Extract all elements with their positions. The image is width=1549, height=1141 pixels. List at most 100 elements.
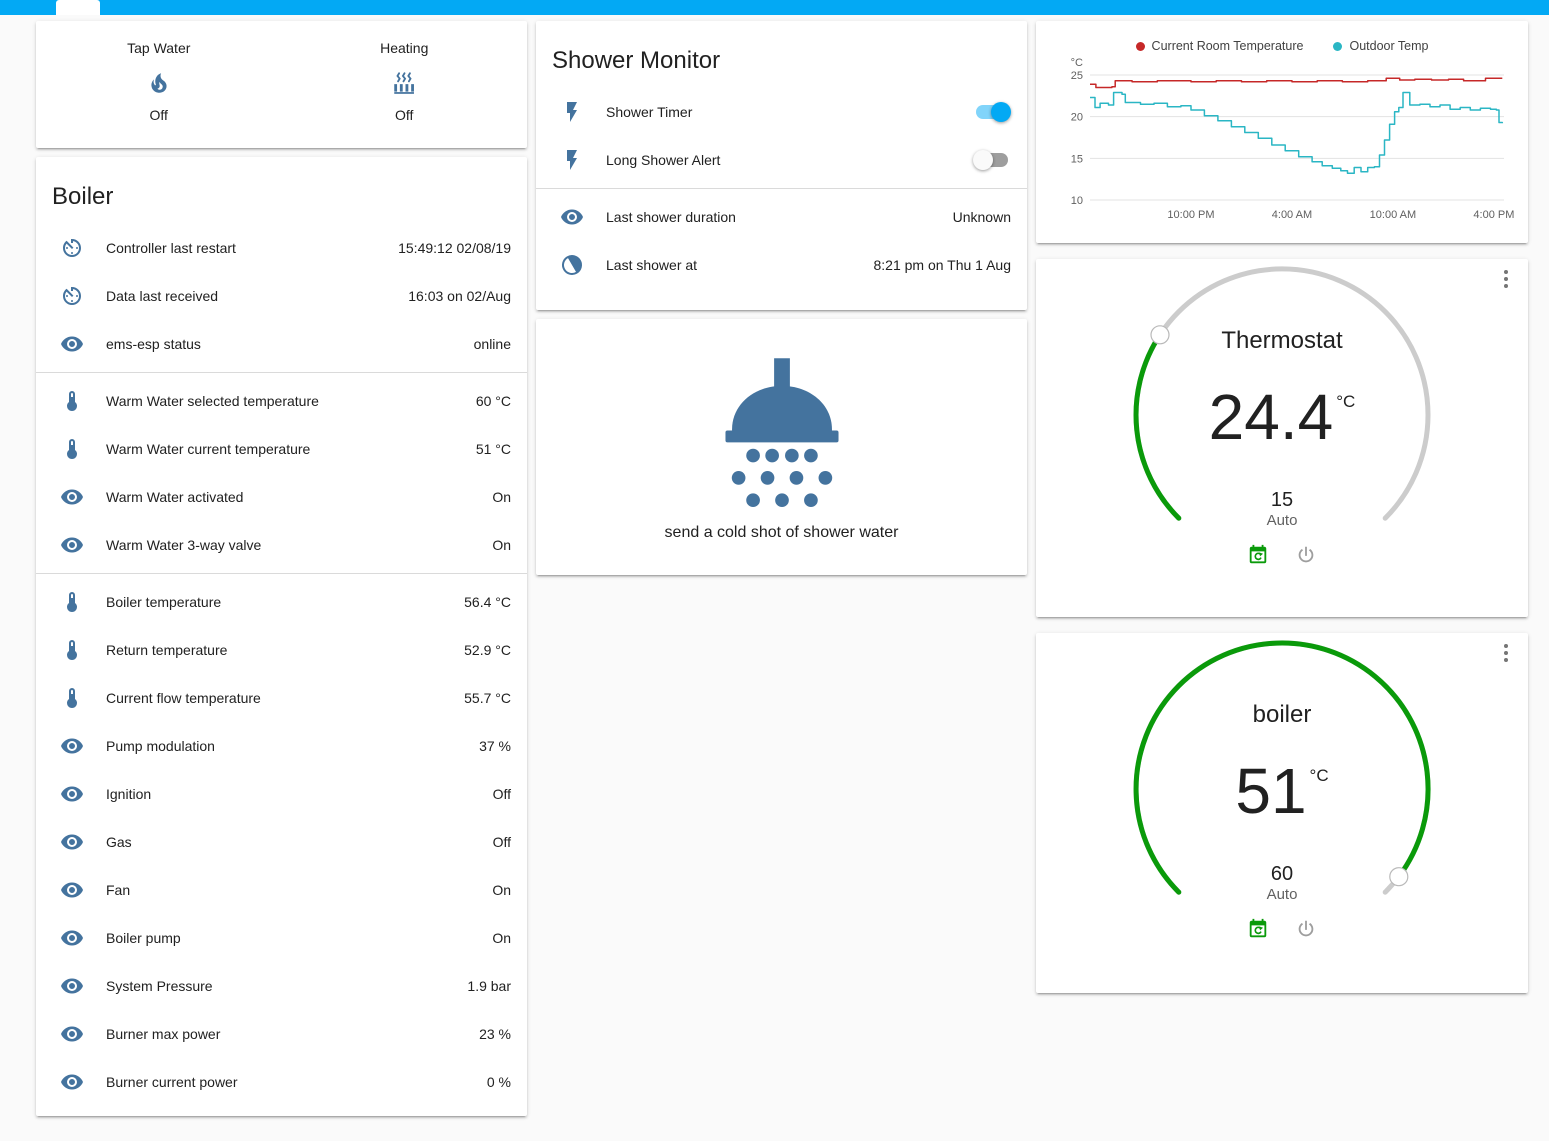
legend-label: Outdoor Temp xyxy=(1349,39,1429,53)
left-column: Tap Water Off Heating Off Boiler Control… xyxy=(36,21,527,1125)
entity-value: 0 % xyxy=(486,1074,511,1090)
entity-row-gas[interactable]: Gas Off xyxy=(36,818,527,866)
entity-row-burner-max-power[interactable]: Burner max power 23 % xyxy=(36,1010,527,1058)
legend-item-outdoor: Outdoor Temp xyxy=(1333,39,1428,53)
entity-row-last-shower-at[interactable]: Last shower at 8:21 pm on Thu 1 Aug xyxy=(536,241,1027,289)
entity-name: Shower Timer xyxy=(606,104,693,120)
shower-timer-toggle[interactable] xyxy=(973,102,1011,122)
power-icon[interactable] xyxy=(1295,544,1317,566)
power-icon[interactable] xyxy=(1295,918,1317,940)
entity-name: Data last received xyxy=(106,288,219,304)
glance-item-heating[interactable]: Heating Off xyxy=(282,39,528,148)
legend-label: Current Room Temperature xyxy=(1151,39,1304,53)
temperature-history-card: Current Room Temperature Outdoor Temp 10… xyxy=(1036,21,1528,243)
entity-value: 23 % xyxy=(479,1026,511,1042)
divider xyxy=(36,372,527,373)
card-menu-button[interactable] xyxy=(1494,267,1520,293)
long-shower-alert-toggle[interactable] xyxy=(973,150,1011,170)
entity-row-pump-modulation[interactable]: Pump modulation 37 % xyxy=(36,722,527,770)
entity-row-data-last-received[interactable]: Data last received 16:03 on 02/Aug xyxy=(36,272,527,320)
cold-shot-card[interactable]: send a cold shot of shower water xyxy=(536,319,1027,575)
dots-vertical-icon xyxy=(1494,641,1518,665)
boiler-dial[interactable] xyxy=(1126,633,1438,945)
entity-name: Warm Water current temperature xyxy=(106,441,311,457)
app-header xyxy=(0,0,1549,15)
header-tab[interactable] xyxy=(56,0,100,15)
entity-row-burner-current-power[interactable]: Burner current power 0 % xyxy=(36,1058,527,1106)
entity-row-ems-esp-status[interactable]: ems-esp status online xyxy=(36,320,527,368)
thermostat-dial[interactable] xyxy=(1126,259,1438,571)
toggle-row-long-shower-alert[interactable]: Long Shower Alert xyxy=(536,136,1027,184)
dots-vertical-icon xyxy=(1494,267,1518,291)
entity-name: Fan xyxy=(106,882,131,898)
thermostat-card: Thermostat 24.4 °C 15 Auto xyxy=(1036,259,1528,617)
entity-name: Ignition xyxy=(106,786,152,802)
entity-value: 52.9 °C xyxy=(464,642,511,658)
glance-item-tap-water[interactable]: Tap Water Off xyxy=(36,39,282,148)
svg-text:°C: °C xyxy=(1071,57,1083,69)
flash-icon xyxy=(560,148,584,172)
entity-row-ignition[interactable]: Ignition Off xyxy=(36,770,527,818)
eye-icon xyxy=(60,878,84,902)
card-title: Shower Monitor xyxy=(552,47,721,74)
entity-row-ww-activated[interactable]: Warm Water activated On xyxy=(36,473,527,521)
entity-name: Current flow temperature xyxy=(106,690,261,706)
entity-value: 51 °C xyxy=(475,441,511,457)
glance-label: Heating xyxy=(380,40,429,56)
calendar-sync-icon[interactable] xyxy=(1247,544,1269,566)
entity-row-boiler-pump[interactable]: Boiler pump On xyxy=(36,914,527,962)
entity-name: System Pressure xyxy=(106,978,213,994)
moon-icon xyxy=(560,253,584,277)
entity-row-ww-3way-valve[interactable]: Warm Water 3-way valve On xyxy=(36,521,527,569)
dial-handle[interactable] xyxy=(1389,867,1409,887)
cold-shot-caption: send a cold shot of shower water xyxy=(664,523,899,541)
glance-state: Off xyxy=(395,107,414,123)
entity-name: Burner max power xyxy=(106,1026,221,1042)
chart-legend: Current Room Temperature Outdoor Temp xyxy=(1052,39,1512,53)
legend-item-room: Current Room Temperature xyxy=(1135,39,1304,53)
boiler-dial-wrap: boiler 51 °C 60 Auto xyxy=(1126,633,1438,945)
entity-name: Last shower duration xyxy=(606,209,736,225)
entity-row-current-flow-temperature[interactable]: Current flow temperature 55.7 °C xyxy=(36,674,527,722)
entity-value: 37 % xyxy=(479,738,511,754)
entity-row-last-shower-duration[interactable]: Last shower duration Unknown xyxy=(536,193,1027,241)
eye-icon xyxy=(60,332,84,356)
eye-icon xyxy=(60,830,84,854)
svg-text:10:00 AM: 10:00 AM xyxy=(1370,209,1416,221)
calendar-sync-icon[interactable] xyxy=(1247,918,1269,940)
entity-value: Off xyxy=(492,834,511,850)
entity-value: 55.7 °C xyxy=(464,690,511,706)
toggle-row-shower-timer[interactable]: Shower Timer xyxy=(536,88,1027,136)
boiler-entities-card: Boiler Controller last restart 15:49:12 … xyxy=(36,157,527,1116)
svg-text:20: 20 xyxy=(1071,112,1083,124)
entity-row-ww-selected-temp[interactable]: Warm Water selected temperature 60 °C xyxy=(36,377,527,425)
entity-row-fan[interactable]: Fan On xyxy=(36,866,527,914)
entity-value: online xyxy=(473,336,511,352)
glance-card: Tap Water Off Heating Off xyxy=(36,21,527,148)
eye-icon xyxy=(60,485,84,509)
dial-buttons xyxy=(1247,918,1317,940)
entity-name: Return temperature xyxy=(106,642,228,658)
shower-head-icon xyxy=(703,353,861,516)
entity-row-boiler-temperature[interactable]: Boiler temperature 56.4 °C xyxy=(36,578,527,626)
entity-row-return-temperature[interactable]: Return temperature 52.9 °C xyxy=(36,626,527,674)
entity-row-ww-current-temp[interactable]: Warm Water current temperature 51 °C xyxy=(36,425,527,473)
entity-value: Unknown xyxy=(952,209,1011,225)
entity-row-controller-last-restart[interactable]: Controller last restart 15:49:12 02/08/1… xyxy=(36,224,527,272)
entity-name: Burner current power xyxy=(106,1074,238,1090)
boiler-dial-card: boiler 51 °C 60 Auto xyxy=(1036,633,1528,993)
shower-monitor-card: Shower Monitor Shower Timer Long Shower … xyxy=(536,21,1027,310)
entity-value: 15:49:12 02/08/19 xyxy=(398,240,511,256)
entity-value: 8:21 pm on Thu 1 Aug xyxy=(873,257,1011,273)
svg-text:4:00 PM: 4:00 PM xyxy=(1473,209,1514,221)
legend-dot-room xyxy=(1135,41,1145,51)
entity-name: Warm Water activated xyxy=(106,489,244,505)
entity-value: 56.4 °C xyxy=(464,594,511,610)
flash-icon xyxy=(560,100,584,124)
fire-icon xyxy=(146,70,172,96)
dial-handle[interactable] xyxy=(1150,325,1170,345)
thermometer-icon xyxy=(60,686,84,710)
entity-row-system-pressure[interactable]: System Pressure 1.9 bar xyxy=(36,962,527,1010)
card-menu-button[interactable] xyxy=(1494,641,1520,667)
